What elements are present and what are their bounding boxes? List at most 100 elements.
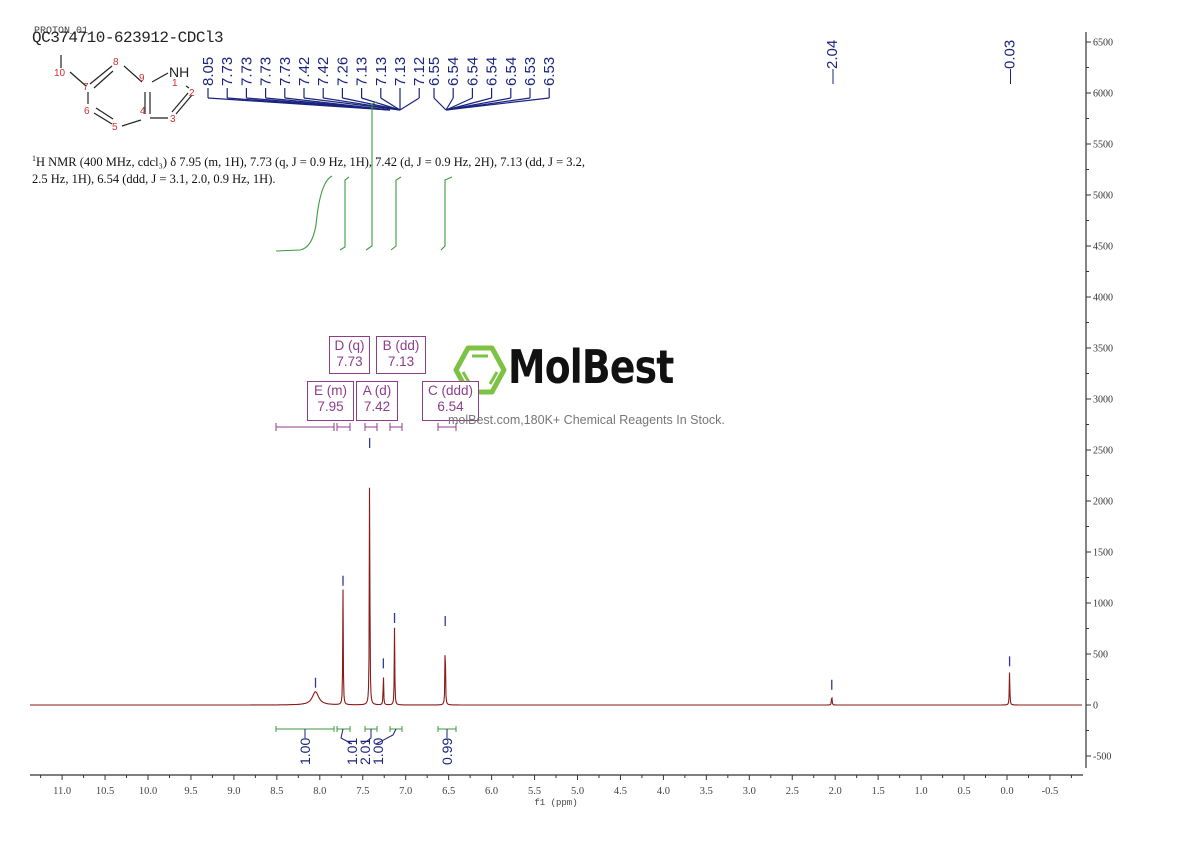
- atom-label-7: 7: [83, 82, 89, 93]
- peak-label: 7.73: [238, 57, 255, 86]
- experiment-label: PROTON_01: [34, 26, 89, 37]
- multiplet-shift: 7.42: [363, 399, 391, 414]
- peak-labels: 8.05 7.73 7.73 7.73 7.73 7.42 7.42 7.26 7.13 7.13…: [200, 40, 1019, 86]
- multiplet-box-E: E (m) 7.95: [307, 381, 354, 421]
- y-tick-label: 2000: [1093, 497, 1113, 508]
- integral-curves: [275, 101, 453, 252]
- peak-label: 6.53: [522, 57, 539, 86]
- peak-label: —0.03: [1002, 40, 1019, 84]
- x-tick-label: -0.5: [1042, 786, 1059, 797]
- atom-label-10: 10: [54, 68, 66, 79]
- peak-pick-markers: [314, 438, 1011, 690]
- peak-label: 7.73: [219, 57, 236, 86]
- multiplet-type: ddd: [445, 383, 469, 398]
- multiplet-type: dd: [399, 338, 415, 353]
- x-tick-label: 9.0: [227, 786, 240, 797]
- x-tick-label: 7.0: [399, 786, 412, 797]
- y-tick-label: 6000: [1093, 89, 1113, 100]
- x-tick-label: 4.0: [657, 786, 670, 797]
- y-axis: 6500600055005000450040003500300025002000…: [1085, 32, 1113, 768]
- x-tick-label: 3.5: [700, 786, 713, 797]
- y-tick-label: 0: [1093, 701, 1098, 712]
- y-tick-label: 6500: [1093, 38, 1113, 49]
- y-tick-label: 5000: [1093, 191, 1113, 202]
- integral-value: 2.01: [357, 738, 373, 765]
- multiplet-id: E: [313, 383, 323, 398]
- peak-label: 6.53: [541, 57, 558, 86]
- watermark-tagline: molBest.com,180K+ Chemical Reagents In S…: [448, 413, 725, 427]
- integral-value: 1.01: [344, 738, 360, 765]
- peak-label: 6.54: [445, 57, 462, 86]
- peak-label: 6.55: [426, 57, 443, 86]
- peak-label: 7.73: [258, 57, 275, 86]
- molbest-logo-icon: [453, 345, 507, 395]
- peak-label: 6.54: [503, 57, 520, 86]
- multiplet-shift: 7.95: [317, 399, 344, 414]
- atom-label-2: 2: [189, 88, 195, 99]
- nmr-description-text: H NMR (400 MHz, cdcl₃) δ 7.95 (m, 1H), 7…: [32, 155, 586, 187]
- peak-label: 8.05: [200, 57, 217, 86]
- y-tick-label: 5500: [1093, 140, 1113, 151]
- peak-label: —2.04: [824, 40, 841, 84]
- multiplet-box-D: D (q) 7.73: [329, 336, 370, 374]
- x-axis: 11.0 10.5 10.0 9.5 9.0 8.5 8.0 7.5 7.0 6.5 6.0 5.5 5…: [30, 774, 1083, 808]
- x-tick-label: 8.5: [270, 786, 283, 797]
- multiplet-box-C: C (ddd) 6.54: [422, 381, 479, 421]
- y-tick-label: 500: [1093, 650, 1108, 661]
- peak-label: 7.73: [277, 57, 294, 86]
- x-tick-label: 10.0: [139, 786, 157, 797]
- multiplet-type: d: [379, 383, 387, 398]
- x-axis-label: f1 (ppm): [534, 798, 577, 808]
- atom-label-1: 1: [172, 78, 178, 89]
- watermark-brand: MolBest: [508, 340, 674, 394]
- y-tick-label: 3500: [1093, 344, 1113, 355]
- x-tick-label: 4.5: [614, 786, 627, 797]
- peak-label: 7.13: [373, 57, 390, 86]
- x-tick-label: 11.0: [53, 786, 71, 797]
- atom-label-3: 3: [170, 114, 176, 125]
- y-tick-label: 3000: [1093, 395, 1113, 406]
- x-tick-label: 9.5: [184, 786, 197, 797]
- x-tick-label: 8.0: [313, 786, 326, 797]
- atom-label-8: 8: [113, 57, 119, 68]
- multiplet-range-bars: [275, 423, 457, 431]
- y-tick-label: 4000: [1093, 293, 1113, 304]
- integral-values: 1.00 1.01 2.01 1.00 0.99: [297, 738, 455, 765]
- y-tick-label: 1000: [1093, 599, 1113, 610]
- multiplet-shift: 7.13: [387, 354, 415, 369]
- atom-label-9: 9: [139, 73, 145, 84]
- x-tick-label: 6.5: [442, 786, 455, 797]
- multiplet-type: q: [352, 338, 360, 353]
- multiplet-id: C: [427, 383, 438, 398]
- x-tick-label: 0.5: [957, 786, 970, 797]
- peak-label-connectors: [207, 88, 550, 111]
- peak-label: 6.54: [484, 57, 501, 86]
- multiplet-box-B: B (dd) 7.13: [376, 336, 426, 374]
- x-tick-label: 1.0: [915, 786, 928, 797]
- atom-label-6: 6: [84, 106, 90, 117]
- x-tick-label: 6.0: [485, 786, 498, 797]
- peak-label: 7.26: [334, 57, 351, 86]
- integral-value-ticks: [304, 728, 448, 745]
- peak-label: 7.12: [411, 57, 428, 86]
- atom-label-5: 5: [112, 122, 118, 133]
- peak-label: 6.54: [464, 57, 481, 86]
- isotope-superscript: 1: [32, 154, 36, 163]
- nh-label: NH: [169, 64, 189, 80]
- integral-value: 1.00: [297, 738, 313, 765]
- multiplet-shift: 6.54: [437, 399, 464, 414]
- peak-label: 7.42: [315, 57, 332, 86]
- y-tick-label: 1500: [1093, 548, 1113, 559]
- multiplet-box-A: A (d) 7.42: [356, 381, 398, 421]
- multiplet-type: m: [331, 383, 343, 398]
- x-tick-label: 10.5: [96, 786, 114, 797]
- y-tick-label: 2500: [1093, 446, 1113, 457]
- x-tick-label: 5.5: [528, 786, 541, 797]
- multiplet-shift: 7.73: [336, 354, 363, 369]
- multiplet-id: B: [382, 338, 392, 353]
- y-tick-label: 4500: [1093, 242, 1113, 253]
- integral-value: 1.00: [370, 738, 386, 765]
- y-tick-label: -500: [1093, 752, 1111, 763]
- x-tick-label: 0.0: [1000, 786, 1013, 797]
